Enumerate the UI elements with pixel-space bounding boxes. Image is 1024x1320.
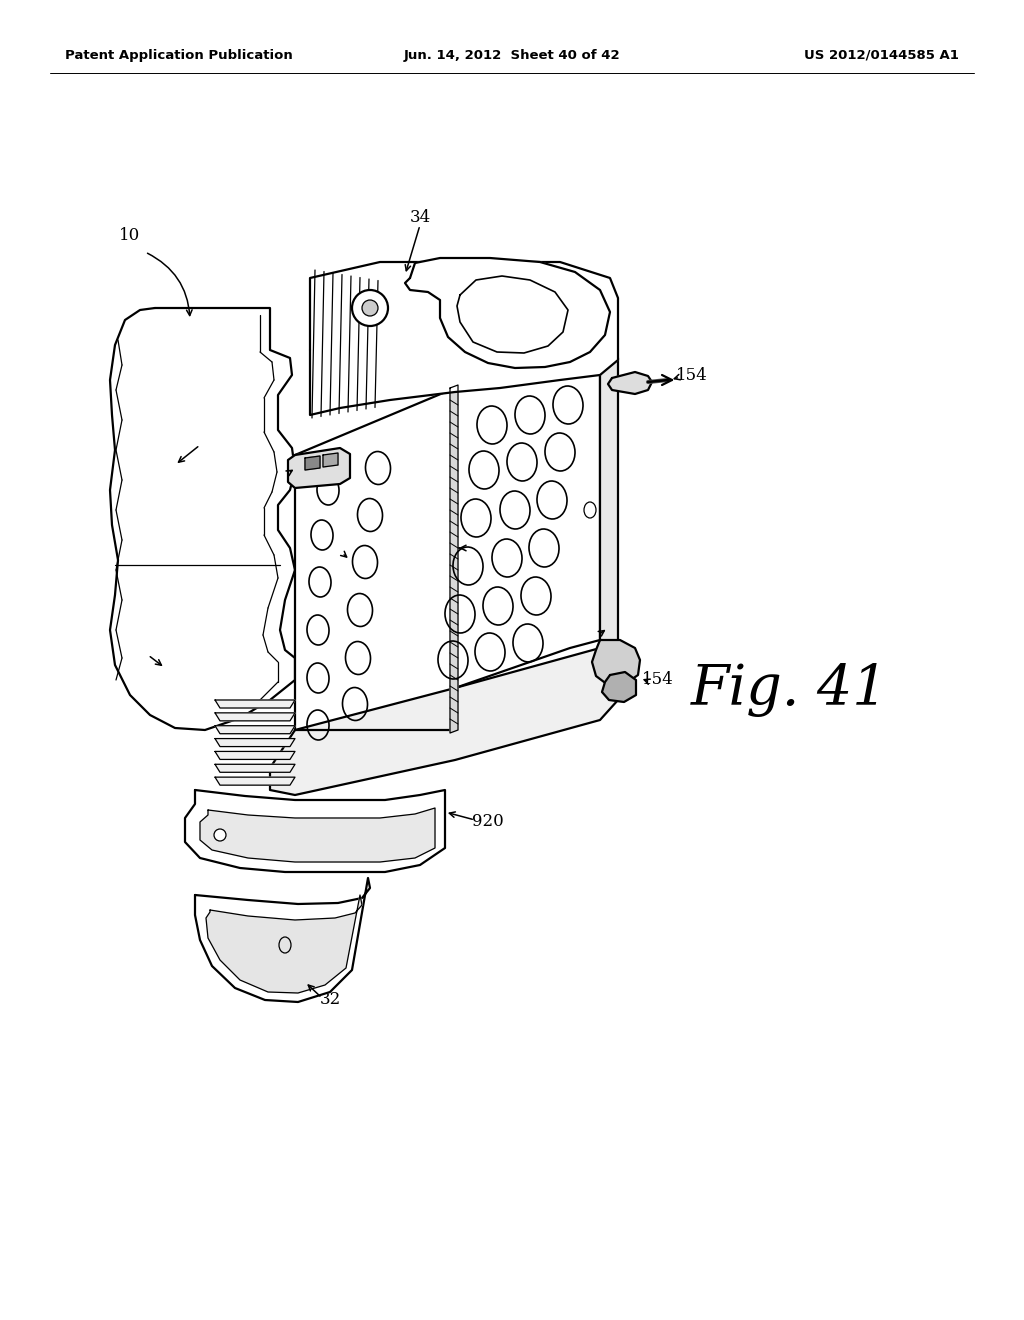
Text: Fig. 41: Fig. 41 (691, 663, 889, 717)
Polygon shape (288, 447, 350, 488)
Text: 32: 32 (319, 991, 341, 1008)
Polygon shape (195, 878, 370, 1002)
Text: 920: 920 (472, 813, 504, 830)
Polygon shape (455, 350, 600, 730)
Polygon shape (310, 261, 618, 414)
Circle shape (352, 290, 388, 326)
Polygon shape (270, 648, 618, 795)
Text: 926: 926 (453, 540, 483, 557)
Text: 14: 14 (129, 642, 151, 659)
Polygon shape (215, 777, 295, 785)
Polygon shape (215, 751, 295, 759)
Polygon shape (215, 713, 295, 721)
Text: 154: 154 (642, 672, 674, 689)
Text: 922: 922 (574, 622, 606, 639)
Text: Jun. 14, 2012  Sheet 40 of 42: Jun. 14, 2012 Sheet 40 of 42 (403, 49, 621, 62)
Polygon shape (450, 385, 458, 733)
Polygon shape (295, 388, 455, 730)
Polygon shape (206, 895, 362, 993)
Text: Patent Application Publication: Patent Application Publication (65, 49, 293, 62)
Polygon shape (406, 257, 610, 368)
Circle shape (362, 300, 378, 315)
Polygon shape (185, 789, 445, 873)
Text: 26: 26 (189, 432, 211, 449)
Text: US 2012/0144585 A1: US 2012/0144585 A1 (804, 49, 959, 62)
Polygon shape (215, 726, 295, 734)
Text: 928: 928 (323, 540, 354, 557)
Polygon shape (215, 764, 295, 772)
Polygon shape (592, 640, 640, 685)
Polygon shape (110, 308, 295, 730)
Polygon shape (602, 672, 636, 702)
Polygon shape (215, 739, 295, 747)
Polygon shape (323, 453, 338, 467)
Text: 154: 154 (676, 367, 708, 384)
Text: 34: 34 (410, 210, 431, 227)
Circle shape (214, 829, 226, 841)
Polygon shape (570, 348, 618, 648)
Polygon shape (608, 372, 652, 393)
Polygon shape (305, 455, 319, 470)
Text: 924: 924 (269, 462, 301, 479)
Polygon shape (457, 276, 568, 352)
Text: 10: 10 (120, 227, 140, 243)
Polygon shape (215, 700, 295, 708)
Polygon shape (200, 808, 435, 862)
